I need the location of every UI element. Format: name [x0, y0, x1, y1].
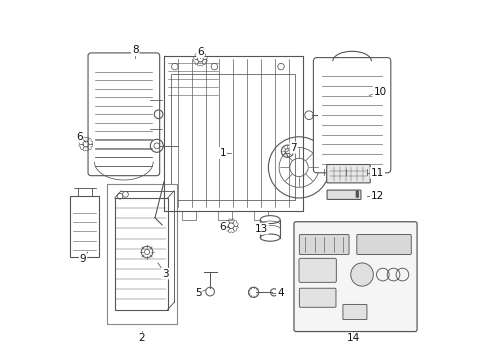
FancyBboxPatch shape — [327, 190, 361, 199]
Circle shape — [356, 191, 358, 193]
Text: 2: 2 — [138, 333, 145, 343]
Text: 8: 8 — [132, 45, 139, 55]
Ellipse shape — [260, 234, 280, 241]
Bar — [115, 198, 168, 310]
Bar — [254, 211, 269, 220]
FancyBboxPatch shape — [357, 234, 411, 255]
Text: 12: 12 — [371, 191, 384, 201]
Circle shape — [356, 195, 358, 197]
FancyBboxPatch shape — [314, 58, 391, 173]
FancyBboxPatch shape — [343, 305, 367, 320]
Bar — [218, 211, 232, 220]
Bar — [171, 74, 295, 200]
Bar — [107, 184, 176, 324]
FancyBboxPatch shape — [299, 288, 336, 307]
Text: 7: 7 — [290, 143, 297, 153]
Text: 13: 13 — [255, 224, 268, 234]
FancyBboxPatch shape — [299, 258, 336, 282]
FancyBboxPatch shape — [327, 165, 370, 183]
FancyBboxPatch shape — [88, 53, 160, 176]
Text: 3: 3 — [162, 269, 169, 279]
Text: 11: 11 — [371, 168, 384, 178]
Ellipse shape — [260, 216, 280, 224]
Text: 4: 4 — [277, 288, 284, 298]
Ellipse shape — [351, 263, 373, 286]
Text: 5: 5 — [195, 288, 201, 298]
FancyBboxPatch shape — [299, 234, 349, 255]
Text: 6: 6 — [76, 132, 83, 142]
Bar — [71, 196, 99, 257]
Bar — [182, 211, 196, 220]
Text: 14: 14 — [346, 333, 360, 343]
Text: 10: 10 — [373, 87, 387, 97]
Circle shape — [356, 193, 358, 195]
Text: 6: 6 — [220, 222, 226, 232]
Text: 6: 6 — [197, 47, 204, 57]
Text: 1: 1 — [220, 148, 226, 158]
FancyBboxPatch shape — [294, 222, 417, 332]
Text: 9: 9 — [80, 254, 86, 264]
